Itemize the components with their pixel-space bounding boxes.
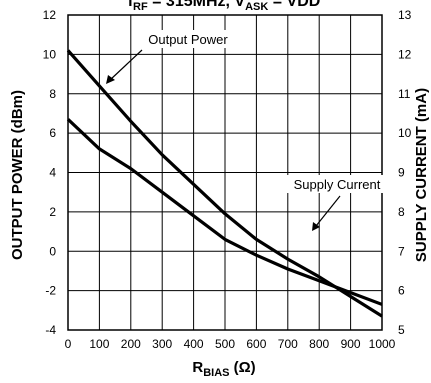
y2-tick-labels: 5 6 7 8 9 10 11 12 13 [398, 8, 412, 337]
y2-axis-label: SUPPLY CURRENT (mA) [413, 88, 430, 262]
y-tick-labels: -4 -2 0 2 4 6 8 10 12 [43, 8, 57, 337]
y2-tick-label-4: 9 [398, 166, 405, 180]
annotation-supply-current-label: Supply Current [294, 177, 381, 192]
plot-frame [67, 14, 383, 331]
y-tick-label-0: -4 [45, 323, 56, 337]
y2-tick-label-1: 6 [398, 284, 405, 298]
grid [67, 14, 383, 331]
y-tick-label-4: 4 [49, 166, 56, 180]
x-tick-labels: 0 100 200 300 400 500 600 700 800 900 1000 [65, 337, 396, 351]
y-tick-label-6: 8 [49, 87, 56, 101]
y2-tick-label-5: 10 [398, 126, 412, 140]
annotation-supply-current: Supply Current [287, 175, 387, 231]
y2-tick-label-8: 13 [398, 8, 412, 22]
annotation-output-power-label: Output Power [148, 32, 228, 47]
x-tick-label-2: 200 [121, 337, 141, 351]
y-axis-label: OUTPUT POWER (dBm) [9, 90, 26, 260]
series-line-supply-current [66, 118, 383, 306]
x-tick-label-8: 800 [309, 337, 329, 351]
y2-tick-label-0: 5 [398, 323, 405, 337]
x-axis-label: RBIAS (Ω) [192, 359, 255, 379]
x-tick-label-10: 1000 [369, 337, 396, 351]
y-tick-label-2: 0 [49, 244, 56, 258]
y2-tick-label-3: 8 [398, 205, 405, 219]
y-tick-label-5: 6 [49, 126, 56, 140]
x-tick-label-9: 900 [341, 337, 361, 351]
y-tick-label-3: 2 [49, 205, 56, 219]
y2-tick-label-2: 7 [398, 244, 405, 258]
x-tick-label-7: 700 [278, 337, 298, 351]
x-tick-label-4: 400 [184, 337, 204, 351]
annotation-output-power: Output Power [106, 30, 237, 84]
x-tick-label-5: 500 [215, 337, 235, 351]
y-tick-label-1: -2 [45, 284, 56, 298]
x-tick-label-6: 600 [246, 337, 266, 351]
chart-title: fRF = 315MHz, VASK = VDD [128, 0, 321, 13]
y-tick-label-7: 10 [43, 47, 57, 61]
y-tick-label-8: 12 [43, 8, 57, 22]
x-tick-label-0: 0 [65, 337, 72, 351]
x-tick-label-3: 300 [152, 337, 172, 351]
series-lines [66, 49, 383, 318]
x-tick-label-1: 100 [89, 337, 109, 351]
y2-tick-label-6: 11 [398, 87, 411, 101]
y2-tick-label-7: 12 [398, 47, 412, 61]
